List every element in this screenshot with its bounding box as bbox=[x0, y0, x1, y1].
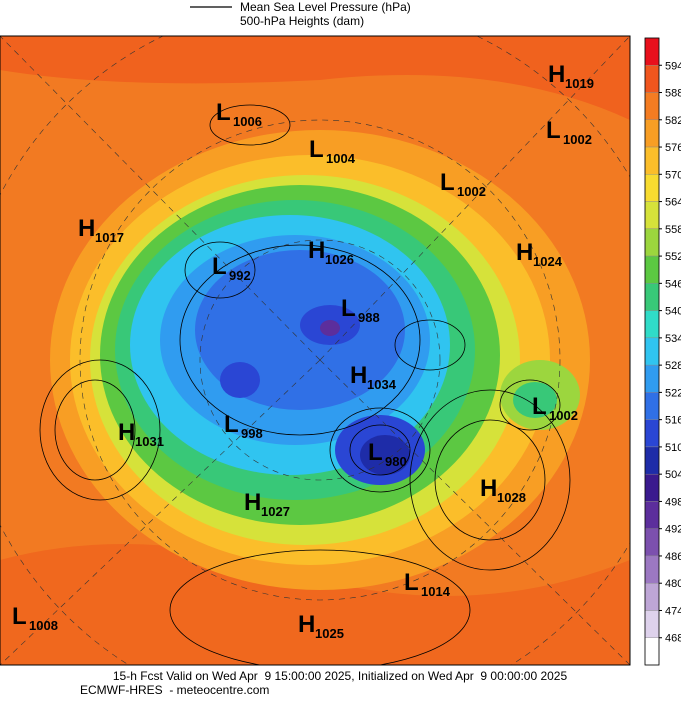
center-letter: L bbox=[546, 117, 561, 144]
colorbar-box bbox=[644, 337, 660, 366]
colorbar-box bbox=[644, 92, 660, 120]
colorbar-box bbox=[644, 555, 660, 584]
center-letter: L bbox=[12, 603, 27, 630]
colorbar-box bbox=[644, 419, 660, 448]
colorbar-label: 576 bbox=[665, 142, 681, 154]
center-value: 1002 bbox=[563, 132, 592, 147]
center-letter: L bbox=[216, 99, 231, 126]
center-letter: H bbox=[118, 419, 135, 446]
colorbar-box bbox=[644, 528, 660, 557]
center-value: 1008 bbox=[29, 618, 58, 633]
colorbar-box bbox=[644, 283, 660, 311]
colorbar-label: 564 bbox=[665, 197, 681, 209]
center-value: 998 bbox=[241, 426, 263, 441]
center-letter: L bbox=[224, 411, 239, 438]
center-value: 1019 bbox=[565, 76, 594, 91]
center-value: 1002 bbox=[549, 408, 578, 423]
center-letter: L bbox=[341, 295, 356, 322]
center-letter: H bbox=[350, 362, 367, 389]
center-value: 1025 bbox=[315, 626, 344, 641]
colorbar-label: 534 bbox=[665, 333, 681, 345]
center-letter: L bbox=[404, 569, 419, 596]
colorbar-label: 540 bbox=[665, 306, 681, 318]
colorbar-box bbox=[644, 446, 660, 475]
colorbar-label: 594 bbox=[665, 60, 681, 72]
center-value: 1014 bbox=[421, 584, 451, 599]
center-value: 1002 bbox=[457, 184, 486, 199]
center-value: 1026 bbox=[325, 252, 354, 267]
colorbar-label: 546 bbox=[665, 278, 681, 290]
colorbar-label: 570 bbox=[665, 169, 681, 181]
colorbar-label: 486 bbox=[665, 551, 681, 563]
center-letter: H bbox=[78, 215, 95, 242]
colorbar-frame bbox=[644, 37, 660, 666]
center-letter: L bbox=[440, 169, 455, 196]
colorbar-label: 474 bbox=[665, 605, 681, 617]
center-value: 1031 bbox=[135, 434, 164, 449]
center-value: 992 bbox=[229, 268, 251, 283]
colorbar-label: 510 bbox=[665, 442, 681, 454]
center-value: 1024 bbox=[533, 254, 563, 269]
center-letter: H bbox=[548, 61, 565, 88]
colorbar: 594 588 582 576 570 564 558 552 546 540 534 528 522 5… bbox=[644, 37, 681, 666]
center-letter: H bbox=[516, 239, 533, 266]
colorbar-label: 498 bbox=[665, 496, 681, 508]
colorbar-box bbox=[644, 174, 660, 202]
center-letter: H bbox=[298, 611, 315, 638]
colorbar-label: 528 bbox=[665, 360, 681, 372]
center-letter: L bbox=[309, 136, 324, 163]
center-letter: L bbox=[368, 439, 383, 466]
colorbar-label: 552 bbox=[665, 251, 681, 263]
center-letter: H bbox=[308, 237, 325, 264]
center-value: 1028 bbox=[497, 490, 526, 505]
colorbar-label: 522 bbox=[665, 387, 681, 399]
colorbar-label: 504 bbox=[665, 469, 681, 481]
colorbar-box bbox=[644, 255, 660, 284]
colorbar-label: 480 bbox=[665, 578, 681, 590]
colorbar-box bbox=[644, 610, 660, 638]
colorbar-box bbox=[644, 473, 660, 502]
center-letter: L bbox=[212, 253, 227, 280]
center-value: 1027 bbox=[261, 504, 290, 519]
colorbar-label: 588 bbox=[665, 88, 681, 100]
colorbar-box bbox=[644, 228, 660, 257]
footer-text: ECMWF-HRES - meteocentre.com bbox=[80, 683, 269, 697]
colorbar-label: 516 bbox=[665, 415, 681, 427]
center-value: 1017 bbox=[95, 230, 124, 245]
center-value: 1006 bbox=[233, 114, 262, 129]
colorbar-box bbox=[644, 201, 660, 230]
center-value: 1034 bbox=[367, 377, 397, 392]
map-frame bbox=[0, 35, 631, 666]
colorbar-box bbox=[644, 364, 660, 393]
colorbar-box bbox=[644, 65, 660, 93]
colorbar-label: 582 bbox=[665, 115, 681, 127]
center-letter: L bbox=[532, 393, 547, 420]
center-letter: H bbox=[480, 475, 497, 502]
colorbar-label: 468 bbox=[665, 633, 681, 645]
colorbar-box bbox=[644, 37, 660, 66]
center-value: 980 bbox=[385, 454, 407, 469]
colorbar-box bbox=[644, 119, 660, 148]
colorbar-box bbox=[644, 501, 660, 529]
colorbar-box bbox=[644, 637, 660, 666]
colorbar-label: 492 bbox=[665, 524, 681, 536]
colorbar-box bbox=[644, 392, 660, 420]
center-value: 1004 bbox=[326, 151, 356, 166]
center-letter: H bbox=[244, 489, 261, 516]
colorbar-box bbox=[644, 310, 660, 339]
legend-text: 500-hPa Heights (dam) bbox=[240, 14, 364, 28]
colorbar-box bbox=[644, 583, 660, 611]
footer-text: 15-h Fcst Valid on Wed Apr 9 15:00:00 20… bbox=[113, 669, 568, 683]
colorbar-label: 558 bbox=[665, 224, 681, 236]
colorbar-box bbox=[644, 146, 660, 175]
legend-text: Mean Sea Level Pressure (hPa) bbox=[240, 0, 411, 14]
center-value: 988 bbox=[358, 310, 380, 325]
